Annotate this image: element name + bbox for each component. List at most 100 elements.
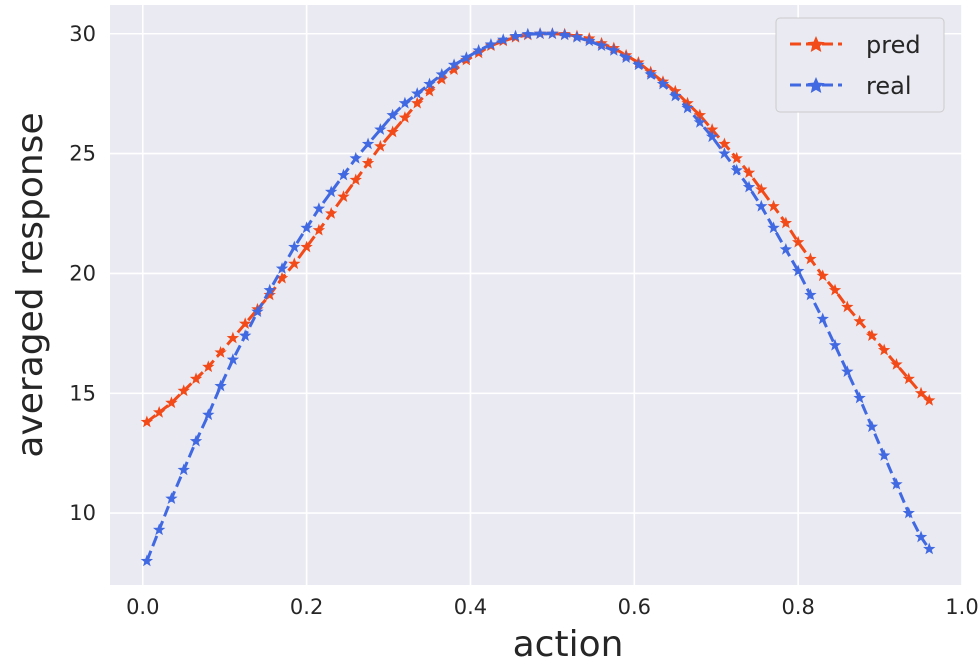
y-tick-labels: 10 15 20 25 30	[69, 22, 96, 525]
data-point-real	[546, 27, 559, 40]
data-point-pred	[312, 223, 326, 236]
y-tick-label: 25	[69, 142, 96, 166]
data-point-real	[791, 264, 805, 277]
data-point-real	[202, 408, 215, 421]
data-point-real	[460, 51, 473, 63]
data-point-pred	[877, 343, 891, 356]
data-point-real	[189, 434, 203, 447]
data-point-pred	[816, 269, 829, 282]
data-point-real	[165, 492, 178, 504]
data-point-real	[877, 449, 891, 461]
data-point-pred	[865, 329, 879, 341]
data-point-pred	[841, 300, 854, 313]
data-point-real	[730, 163, 743, 176]
data-point-real	[583, 34, 596, 47]
data-point-real	[656, 77, 670, 90]
data-point-pred	[923, 393, 936, 406]
legend-pred-label: pred	[866, 31, 921, 59]
data-point-pred	[275, 271, 289, 284]
y-axis-title: averaged response	[10, 112, 51, 457]
data-point-real	[472, 44, 485, 56]
data-point-pred	[730, 151, 743, 164]
data-point-real	[816, 312, 829, 325]
data-point-real	[140, 554, 154, 567]
x-axis-title: action	[513, 624, 624, 663]
data-point-pred	[718, 137, 731, 150]
data-point-real	[558, 28, 571, 41]
data-point-real	[435, 68, 448, 80]
legend-real-label: real	[866, 72, 911, 100]
data-point-pred	[288, 257, 301, 270]
data-point-real	[693, 115, 707, 128]
data-point-pred	[767, 199, 780, 212]
data-point-real	[914, 530, 928, 543]
data-point-real	[497, 33, 510, 46]
data-point-real	[177, 463, 190, 476]
data-point-real	[275, 262, 289, 274]
data-point-real	[226, 353, 240, 365]
data-point-pred	[325, 207, 338, 219]
data-point-pred	[202, 360, 215, 373]
data-point-real	[325, 185, 338, 198]
data-point-pred	[238, 317, 252, 330]
data-point-real	[251, 305, 264, 318]
data-point-pred	[411, 96, 424, 109]
data-point-real	[300, 221, 313, 234]
x-tick-labels: 0.0 0.2 0.4 0.6 0.8 1.0	[126, 595, 979, 619]
data-point-real	[312, 202, 326, 214]
data-point-real	[828, 338, 842, 351]
data-point-pred	[349, 173, 362, 186]
data-point-real	[386, 108, 399, 121]
data-point-pred	[423, 84, 436, 97]
data-point-pred	[337, 190, 350, 202]
data-point-real	[841, 365, 854, 377]
data-point-real	[484, 38, 498, 50]
data-point-real	[288, 240, 301, 253]
legend-pred-marker	[807, 36, 825, 52]
y-tick-label: 20	[69, 261, 96, 285]
y-tick-label: 30	[69, 22, 96, 46]
data-point-real	[398, 96, 412, 109]
data-point-pred	[828, 283, 842, 296]
data-point-real	[521, 27, 534, 40]
data-point-pred	[853, 314, 866, 327]
data-point-pred	[902, 372, 915, 385]
x-tick-label: 0.8	[781, 595, 814, 619]
data-point-real	[447, 58, 461, 71]
data-point-real	[374, 123, 387, 135]
data-point-real	[337, 168, 350, 181]
data-point-real	[263, 283, 276, 296]
data-point-real	[779, 242, 793, 255]
data-point-pred	[705, 123, 719, 135]
data-point-real	[718, 147, 731, 159]
data-point-pred	[300, 240, 313, 253]
data-point-real	[644, 68, 657, 80]
data-point-pred	[398, 111, 412, 123]
data-point-real	[411, 87, 424, 99]
data-point-real	[238, 329, 252, 341]
y-tick-label: 10	[69, 501, 96, 525]
data-point-real	[361, 137, 375, 150]
data-point-real	[890, 477, 903, 490]
series-line-real	[145, 32, 931, 562]
data-point-real	[619, 51, 633, 63]
data-point-real	[923, 542, 936, 555]
data-point-real	[509, 29, 522, 42]
data-point-real	[742, 180, 756, 193]
legend-real-marker	[807, 77, 825, 93]
data-point-real	[423, 77, 436, 90]
data-point-pred	[447, 63, 461, 75]
data-point-real	[681, 101, 694, 114]
data-point-pred	[165, 396, 178, 409]
data-point-pred	[374, 139, 387, 152]
data-point-pred	[914, 386, 928, 399]
series-real	[140, 27, 936, 567]
data-point-pred	[435, 72, 448, 85]
data-point-real	[595, 39, 608, 51]
data-point-real	[705, 130, 719, 143]
data-point-pred	[791, 235, 805, 248]
y-tick-label: 15	[69, 381, 96, 405]
data-point-pred	[890, 358, 903, 370]
series-layer	[140, 27, 936, 567]
